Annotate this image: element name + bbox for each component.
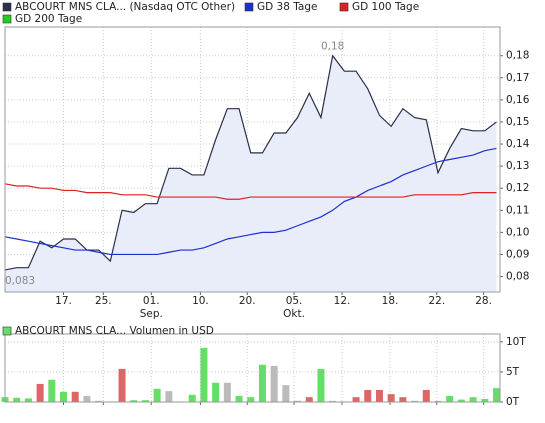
volume-bar [399, 397, 407, 402]
legend-swatch [339, 2, 349, 12]
series-line [4, 147, 497, 256]
volume-bar [153, 388, 161, 402]
volume-bar [469, 397, 477, 402]
y-tick-label: 0,14 [506, 138, 530, 150]
y-tick-label: 0,10 [506, 226, 529, 238]
x-tick-label: 22. [428, 295, 445, 307]
y-tick-label: 5T [506, 366, 520, 378]
month-label: Sep. [140, 308, 163, 320]
annotation: 0,18 [321, 41, 344, 53]
legend-label: GD 100 Tage [352, 1, 419, 13]
volume-bar [118, 368, 126, 402]
volume-bar [36, 383, 44, 402]
volume-bar [317, 368, 325, 402]
volume-bar [130, 400, 138, 402]
legend-label: GD 200 Tage [15, 13, 82, 25]
volume-bar [247, 397, 255, 402]
volume-bar [212, 382, 220, 402]
y-tick-label: 0,12 [506, 182, 529, 194]
y-tick-label: 10T [506, 336, 526, 348]
volume-bar [422, 389, 430, 402]
legend-label: ABCOURT MNS CLA... (Nasdaq OTC Other) [15, 1, 235, 13]
volume-bar [364, 389, 372, 402]
volume-bar [294, 400, 302, 402]
price-area [5, 55, 497, 293]
y-tick-label: 0T [506, 396, 520, 408]
y-tick-label: 0,16 [506, 94, 530, 106]
month-label: Okt. [283, 308, 305, 320]
volume-bar [282, 385, 290, 402]
plot-border [4, 26, 501, 293]
x-tick-label: 25. [95, 295, 112, 307]
x-tick-label: 20. [239, 295, 256, 307]
volume-bar [48, 379, 56, 402]
legend-swatch [2, 326, 12, 336]
legend-swatch [244, 2, 254, 12]
legend-label: GD 38 Tage [257, 1, 318, 13]
volume-bar [223, 382, 231, 402]
volume-bar [60, 391, 68, 402]
y-tick-label: 0,17 [506, 72, 529, 84]
volume-bar [235, 395, 243, 402]
volume-bar [305, 397, 313, 402]
y-tick-label: 0,08 [506, 271, 529, 283]
annotation: 0,083 [5, 275, 35, 287]
y-tick-label: 0,13 [506, 160, 529, 172]
x-tick-label: 28. [475, 295, 492, 307]
y-tick-label: 0,09 [506, 248, 529, 260]
volume-bar [71, 391, 79, 402]
x-tick-label: 10. [192, 295, 209, 307]
x-tick-label: 12. [334, 295, 351, 307]
legend-swatch [2, 14, 12, 24]
volume-bar [165, 391, 173, 402]
volume-bar [188, 394, 196, 402]
volume-bar [141, 400, 149, 402]
plot-border [4, 333, 501, 403]
y-tick-label: 0,11 [506, 204, 529, 216]
volume-bar [387, 394, 395, 402]
volume-bar [95, 400, 103, 402]
volume-bar [481, 398, 489, 402]
volume-bar [446, 395, 454, 402]
volume-bar [13, 397, 21, 402]
volume-bar [258, 364, 266, 402]
y-tick-label: 0,15 [506, 116, 529, 128]
volume-bar [83, 395, 91, 402]
volume-bar [270, 365, 278, 402]
legend-swatch [2, 2, 12, 12]
volume-bar [492, 388, 500, 402]
series-line [4, 183, 497, 200]
x-tick-label: 17. [55, 295, 72, 307]
x-tick-label: 05. [286, 295, 303, 307]
x-tick-label: 18. [382, 295, 399, 307]
volume-bar [375, 389, 383, 402]
x-tick-label: 01. [143, 295, 160, 307]
volume-bar [329, 400, 337, 402]
volume-bar [24, 398, 32, 402]
volume-bar [434, 400, 442, 402]
volume-bar [457, 399, 465, 402]
volume-bar [200, 347, 208, 402]
volume-bar [411, 400, 419, 402]
plot-area [5, 334, 500, 402]
legend-label: ABCOURT MNS CLA... Volumen in USD [15, 325, 214, 337]
y-tick-label: 0,18 [506, 50, 529, 62]
volume-bar [352, 397, 360, 402]
